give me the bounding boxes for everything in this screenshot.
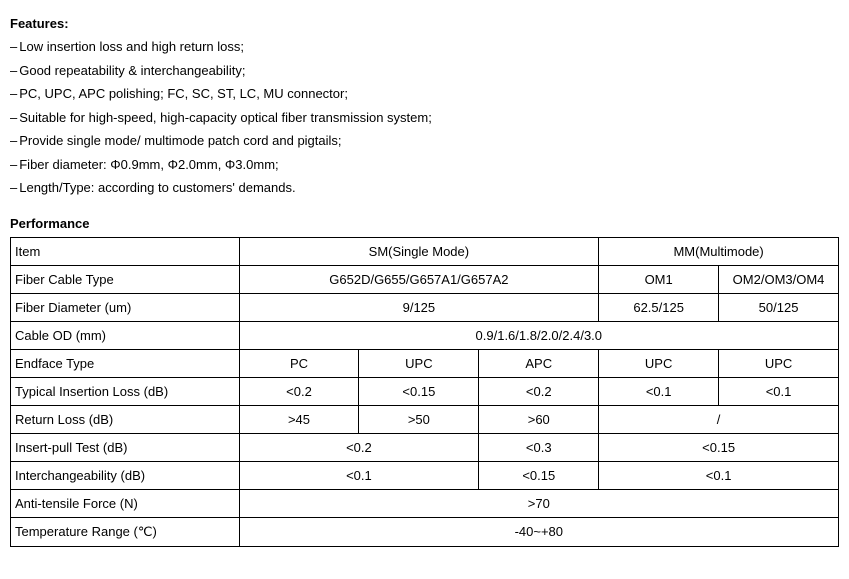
row-label: Anti-tensile Force (N) <box>11 489 240 517</box>
cell: UPC <box>719 349 839 377</box>
dash-icon: – <box>10 108 17 128</box>
feature-text: Good repeatability & interchangeability; <box>19 63 245 78</box>
header-mm: MM(Multimode) <box>599 237 839 265</box>
feature-text: Length/Type: according to customers' dem… <box>19 180 295 195</box>
row-label: Cable OD (mm) <box>11 321 240 349</box>
cell: UPC <box>599 349 719 377</box>
feature-item: –PC, UPC, APC polishing; FC, SC, ST, LC,… <box>10 84 839 104</box>
feature-item: –Length/Type: according to customers' de… <box>10 178 839 198</box>
table-row: Fiber Cable Type G652D/G655/G657A1/G657A… <box>11 265 839 293</box>
header-item: Item <box>11 237 240 265</box>
table-row: Cable OD (mm) 0.9/1.6/1.8/2.0/2.4/3.0 <box>11 321 839 349</box>
feature-text: Low insertion loss and high return loss; <box>19 39 244 54</box>
dash-icon: – <box>10 61 17 81</box>
feature-item: –Suitable for high-speed, high-capacity … <box>10 108 839 128</box>
row-label: Typical Insertion Loss (dB) <box>11 377 240 405</box>
cell: 9/125 <box>239 293 599 321</box>
table-row: Endface Type PC UPC APC UPC UPC <box>11 349 839 377</box>
cell: <0.2 <box>239 433 479 461</box>
cell: PC <box>239 349 359 377</box>
row-label: Fiber Diameter (um) <box>11 293 240 321</box>
table-row: Anti-tensile Force (N) >70 <box>11 489 839 517</box>
performance-table: Item SM(Single Mode) MM(Multimode) Fiber… <box>10 237 839 547</box>
dash-icon: – <box>10 178 17 198</box>
cell: <0.1 <box>239 461 479 489</box>
table-row: Temperature Range (℃) -40~+80 <box>11 517 839 546</box>
cell: <0.1 <box>599 461 839 489</box>
table-row: Fiber Diameter (um) 9/125 62.5/125 50/12… <box>11 293 839 321</box>
cell: G652D/G655/G657A1/G657A2 <box>239 265 599 293</box>
cell: / <box>599 405 839 433</box>
row-label: Interchangeability (dB) <box>11 461 240 489</box>
row-label: Fiber Cable Type <box>11 265 240 293</box>
cell: 0.9/1.6/1.8/2.0/2.4/3.0 <box>239 321 838 349</box>
dash-icon: – <box>10 131 17 151</box>
feature-text: PC, UPC, APC polishing; FC, SC, ST, LC, … <box>19 86 348 101</box>
cell: >70 <box>239 489 838 517</box>
cell: <0.2 <box>479 377 599 405</box>
cell: <0.1 <box>719 377 839 405</box>
dash-icon: – <box>10 37 17 57</box>
cell: <0.1 <box>599 377 719 405</box>
cell: >60 <box>479 405 599 433</box>
dash-icon: – <box>10 155 17 175</box>
cell: <0.15 <box>599 433 839 461</box>
cell: <0.3 <box>479 433 599 461</box>
cell: >50 <box>359 405 479 433</box>
cell: <0.15 <box>479 461 599 489</box>
cell: <0.2 <box>239 377 359 405</box>
row-label: Insert-pull Test (dB) <box>11 433 240 461</box>
feature-text: Fiber diameter: Φ0.9mm, Φ2.0mm, Φ3.0mm; <box>19 157 278 172</box>
features-title: Features: <box>10 16 839 31</box>
feature-text: Suitable for high-speed, high-capacity o… <box>19 110 432 125</box>
table-row: Item SM(Single Mode) MM(Multimode) <box>11 237 839 265</box>
cell: UPC <box>359 349 479 377</box>
cell: <0.15 <box>359 377 479 405</box>
table-row: Insert-pull Test (dB) <0.2 <0.3 <0.15 <box>11 433 839 461</box>
header-sm: SM(Single Mode) <box>239 237 599 265</box>
feature-text: Provide single mode/ multimode patch cor… <box>19 133 341 148</box>
feature-item: –Fiber diameter: Φ0.9mm, Φ2.0mm, Φ3.0mm; <box>10 155 839 175</box>
table-row: Return Loss (dB) >45 >50 >60 / <box>11 405 839 433</box>
row-label: Endface Type <box>11 349 240 377</box>
feature-item: –Provide single mode/ multimode patch co… <box>10 131 839 151</box>
cell: OM1 <box>599 265 719 293</box>
row-label: Temperature Range (℃) <box>11 517 240 546</box>
performance-title: Performance <box>10 216 839 231</box>
cell: APC <box>479 349 599 377</box>
cell: OM2/OM3/OM4 <box>719 265 839 293</box>
table-row: Typical Insertion Loss (dB) <0.2 <0.15 <… <box>11 377 839 405</box>
table-row: Interchangeability (dB) <0.1 <0.15 <0.1 <box>11 461 839 489</box>
feature-item: –Good repeatability & interchangeability… <box>10 61 839 81</box>
features-section: Features: –Low insertion loss and high r… <box>10 16 839 198</box>
feature-item: –Low insertion loss and high return loss… <box>10 37 839 57</box>
dash-icon: – <box>10 84 17 104</box>
row-label: Return Loss (dB) <box>11 405 240 433</box>
cell: >45 <box>239 405 359 433</box>
cell: -40~+80 <box>239 517 838 546</box>
cell: 62.5/125 <box>599 293 719 321</box>
cell: 50/125 <box>719 293 839 321</box>
